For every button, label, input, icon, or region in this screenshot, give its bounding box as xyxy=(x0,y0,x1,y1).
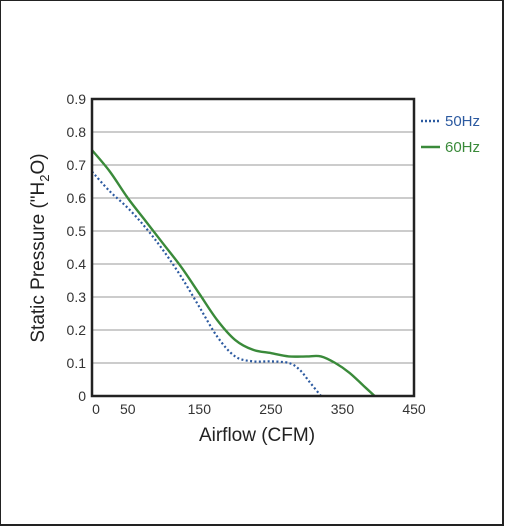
y-tick-label: 0.6 xyxy=(67,190,87,206)
series-line-50Hz xyxy=(91,170,322,397)
plot-border xyxy=(90,97,416,398)
series-line-60Hz xyxy=(91,149,376,397)
x-tick-label: 150 xyxy=(188,401,212,417)
x-axis-title: Airflow (CFM) xyxy=(199,425,315,446)
y-tick-label: 0.5 xyxy=(67,223,87,239)
y-tick-label: 0.9 xyxy=(67,91,87,107)
y-tick-labels: 0 0.1 0.2 0.3 0.4 0.5 0.6 0.7 0.8 0.9 xyxy=(67,91,87,404)
y-tick-label: 0.3 xyxy=(67,289,87,305)
x-tick-labels: 0 50 150 250 350 450 xyxy=(92,401,426,417)
x-tick-label: 0 xyxy=(92,401,100,417)
y-axis-title: Static Pressure ("H2O) xyxy=(28,153,52,342)
series-layer xyxy=(91,149,376,397)
legend: 50Hz 60Hz xyxy=(421,113,480,156)
x-tick-label: 350 xyxy=(331,401,355,417)
legend-label-60Hz: 60Hz xyxy=(445,139,480,156)
y-tick-label: 0.8 xyxy=(67,124,87,140)
y-tick-label: 0.2 xyxy=(67,322,87,338)
gridlines xyxy=(92,131,414,364)
x-tick-label: 50 xyxy=(120,401,136,417)
x-tick-label: 250 xyxy=(259,401,283,417)
legend-label-50Hz: 50Hz xyxy=(445,113,480,130)
y-tick-label: 0.1 xyxy=(67,355,87,371)
y-tick-label: 0.7 xyxy=(67,157,87,173)
y-tick-label: 0 xyxy=(78,388,86,404)
x-tick-label: 450 xyxy=(402,401,426,417)
y-tick-label: 0.4 xyxy=(67,256,87,272)
